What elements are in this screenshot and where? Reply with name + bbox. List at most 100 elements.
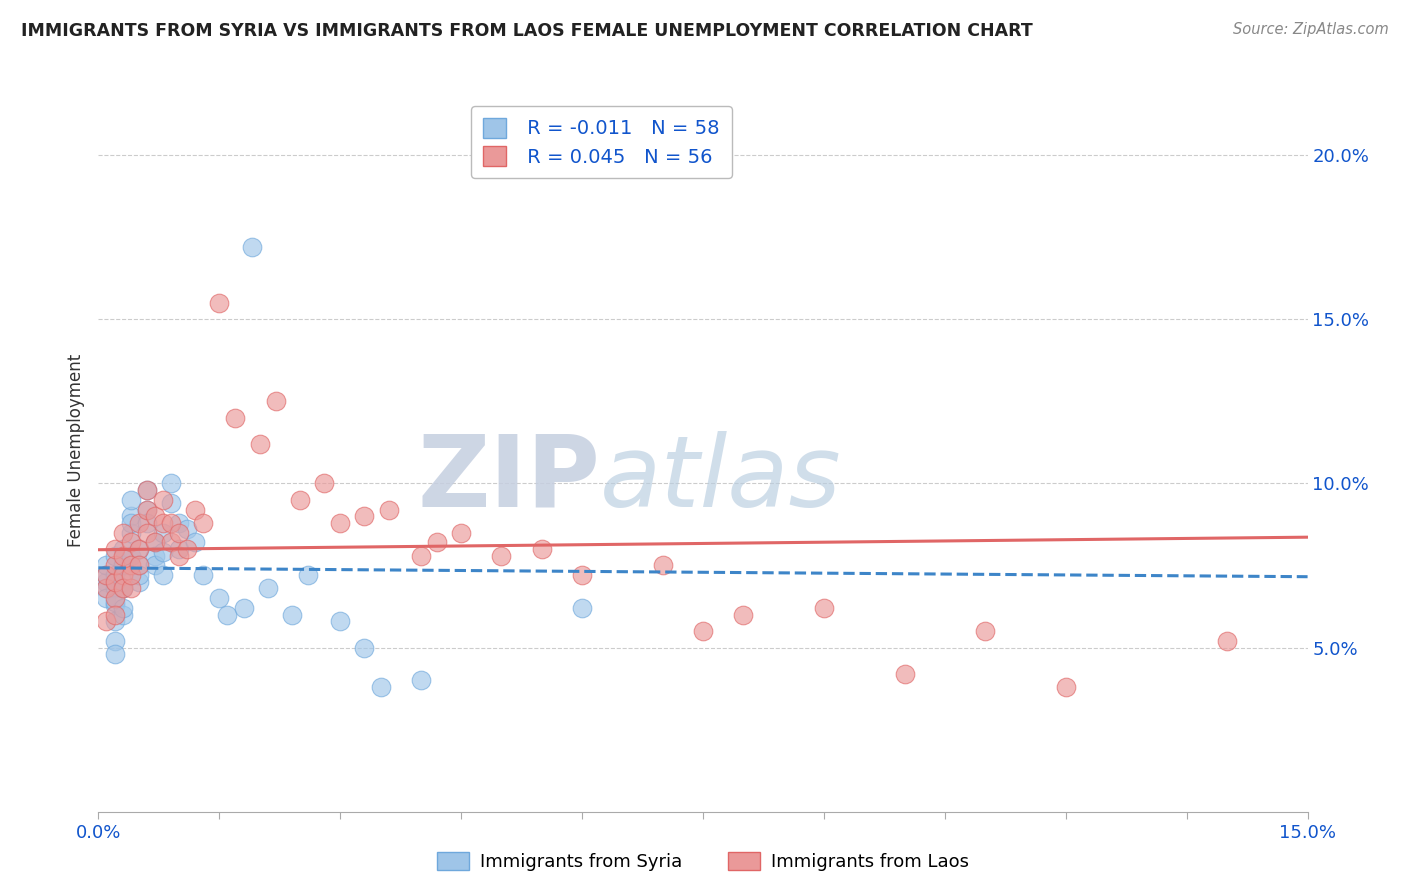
Point [96, 614, 118, 628]
Point [103, 541, 125, 556]
Point [353, 640, 375, 655]
Point [491, 549, 513, 563]
Point [329, 614, 352, 628]
Point [1054, 680, 1077, 694]
Point [208, 591, 231, 606]
Point [128, 568, 150, 582]
Point [96, 574, 118, 589]
Point [160, 476, 183, 491]
Point [167, 541, 190, 556]
Point [120, 582, 142, 596]
Point [370, 680, 392, 694]
Point [135, 502, 157, 516]
Point [120, 535, 142, 549]
Point [167, 525, 190, 540]
Text: Source: ZipAtlas.com: Source: ZipAtlas.com [1233, 22, 1389, 37]
Point [120, 558, 142, 573]
Point [120, 509, 142, 524]
Point [103, 614, 125, 628]
Text: ZIP: ZIP [418, 431, 600, 528]
Point [160, 496, 183, 510]
Point [103, 591, 125, 606]
Point [111, 541, 134, 556]
Legend:  R = -0.011   N = 58,  R = 0.045   N = 56: R = -0.011 N = 58, R = 0.045 N = 56 [471, 106, 731, 178]
Point [733, 607, 755, 622]
Point [103, 558, 125, 573]
Point [152, 545, 174, 559]
Point [96, 558, 118, 573]
Point [224, 410, 246, 425]
Point [143, 535, 166, 549]
Point [184, 535, 207, 549]
Point [111, 568, 134, 582]
Point [193, 516, 215, 530]
Point [377, 502, 399, 516]
Point [128, 541, 150, 556]
Point [111, 582, 134, 596]
Point [128, 558, 150, 573]
Text: atlas: atlas [600, 431, 842, 528]
Point [264, 394, 287, 409]
Point [409, 673, 432, 688]
Point [111, 582, 134, 596]
Point [813, 601, 835, 615]
Point [143, 558, 166, 573]
Point [128, 574, 150, 589]
Point [103, 574, 125, 589]
Point [120, 525, 142, 540]
Point [96, 591, 118, 606]
Point [143, 549, 166, 563]
Point [143, 535, 166, 549]
Point [111, 607, 134, 622]
Point [571, 568, 593, 582]
Point [1216, 634, 1239, 648]
Point [217, 607, 239, 622]
Point [135, 502, 157, 516]
Point [103, 598, 125, 612]
Point [240, 240, 263, 254]
Point [297, 568, 319, 582]
Point [167, 516, 190, 530]
Point [103, 568, 125, 582]
Point [208, 295, 231, 310]
Point [426, 535, 449, 549]
Point [96, 582, 118, 596]
Point [128, 516, 150, 530]
Point [167, 549, 190, 563]
Point [409, 549, 432, 563]
Point [111, 601, 134, 615]
Point [152, 516, 174, 530]
Point [651, 558, 673, 573]
Point [103, 594, 125, 608]
Point [692, 624, 714, 639]
Point [103, 607, 125, 622]
Point [120, 516, 142, 530]
Point [103, 634, 125, 648]
Point [111, 558, 134, 573]
Point [152, 492, 174, 507]
Point [128, 541, 150, 556]
Point [281, 607, 304, 622]
Point [103, 574, 125, 589]
Point [103, 582, 125, 596]
Point [571, 601, 593, 615]
Point [353, 509, 375, 524]
Point [135, 483, 157, 497]
Point [160, 516, 183, 530]
Point [152, 568, 174, 582]
Point [143, 509, 166, 524]
Point [120, 549, 142, 563]
Point [111, 525, 134, 540]
Point [111, 582, 134, 596]
Point [135, 516, 157, 530]
Point [103, 549, 125, 563]
Point [249, 437, 271, 451]
Point [974, 624, 997, 639]
Point [135, 525, 157, 540]
Point [160, 535, 183, 549]
Point [184, 502, 207, 516]
Point [96, 582, 118, 596]
Text: IMMIGRANTS FROM SYRIA VS IMMIGRANTS FROM LAOS FEMALE UNEMPLOYMENT CORRELATION CH: IMMIGRANTS FROM SYRIA VS IMMIGRANTS FROM… [21, 22, 1033, 40]
Point [193, 568, 215, 582]
Point [530, 541, 553, 556]
